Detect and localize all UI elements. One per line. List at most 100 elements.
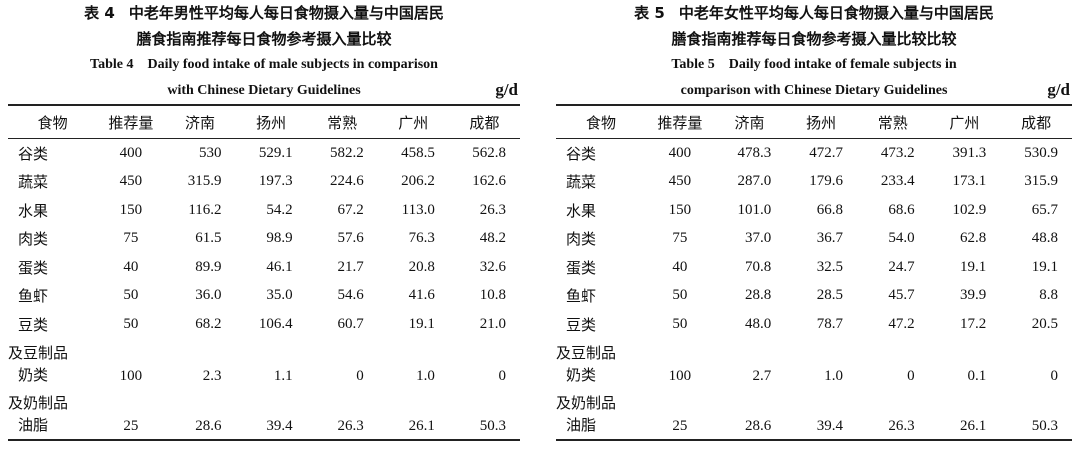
header-cell: 扬州: [256, 113, 287, 132]
value-cell: 19.1: [960, 258, 987, 275]
value-cell: 65.7: [1031, 201, 1058, 218]
value-cell: 66.8: [816, 201, 843, 218]
recommended-cell: 50: [672, 287, 688, 304]
food-label: 水果: [18, 201, 49, 220]
value-cell: 26.1: [408, 417, 435, 434]
value-cell: 28.8: [745, 287, 772, 304]
header-cell: 常熟: [327, 113, 358, 132]
recommended-cell: 75: [672, 230, 688, 247]
table-5-body: 谷类 400 478.3 472.7 473.2 391.3 530.9 蔬菜 450 287.0…: [556, 139, 1072, 440]
table-4: 食物 推荐量 济南 扬州 常熟 广州 成都 谷类 400 530 529.1 582.2…: [8, 104, 520, 441]
table-5-title-cn-line2: 膳食指南推荐每日食物参考摄入量比较比较: [671, 30, 957, 48]
value-cell: 106.4: [258, 315, 293, 332]
food-label: 奶类: [18, 365, 49, 384]
value-cell: 391.3: [952, 144, 987, 161]
table-header-row: 食物 推荐量 济南 扬州 常熟 广州 成都: [556, 105, 1072, 139]
table-5-unit: g/d: [1047, 80, 1070, 99]
value-cell: 2.7: [752, 367, 772, 384]
value-cell: 21.0: [479, 315, 506, 332]
header-cell: 食物: [37, 113, 68, 132]
food-cell: 肉类: [556, 225, 646, 254]
recommended-cell: 25: [123, 417, 139, 434]
value-cell: 26.3: [888, 417, 915, 434]
table-4-title-cn-line2: 膳食指南推荐每日食物参考摄入量比较: [136, 30, 392, 48]
food-label: 油脂: [18, 415, 49, 434]
value-cell: 60.7: [337, 315, 364, 332]
header-cell: 济南: [734, 113, 765, 132]
value-cell: 173.1: [952, 173, 987, 190]
food-cell: 谷类: [556, 139, 646, 168]
table-row: 豆类 50 48.0 78.7 47.2 17.2 20.5: [556, 310, 1072, 339]
recommended-cell: 400: [668, 144, 692, 161]
food-cell: 及奶制品油脂: [8, 389, 97, 440]
value-cell: 315.9: [187, 173, 222, 190]
header-cell: 推荐量: [108, 113, 154, 132]
table-row: 蔬菜 450 287.0 179.6 233.4 173.1 315.9: [556, 168, 1072, 197]
value-cell: 19.1: [1031, 258, 1058, 275]
value-cell: 26.1: [960, 417, 987, 434]
header-cell: 成都: [1021, 113, 1052, 132]
value-cell: 26.3: [337, 417, 364, 434]
recommended-cell: 50: [672, 315, 688, 332]
food-label: 鱼虾: [566, 287, 597, 306]
value-cell: 529.1: [258, 144, 293, 161]
recommended-cell: 40: [123, 258, 139, 275]
value-cell: 36.0: [195, 287, 222, 304]
recommended-cell: 40: [672, 258, 688, 275]
value-cell: 24.7: [888, 258, 915, 275]
table-5-title-en-line2: comparison with Chinese Dietary Guidelin…: [680, 83, 948, 98]
recommended-cell: 150: [119, 201, 143, 218]
value-cell: 1.1: [273, 367, 293, 384]
table-row: 肉类 75 61.5 98.9 57.6 76.3 48.2: [8, 225, 520, 254]
table-5-title-en-line1: Table 5 Daily food intake of female subje…: [671, 57, 957, 72]
food-continuation: 及豆制品: [556, 343, 617, 362]
table-row: 鱼虾 50 28.8 28.5 45.7 39.9 8.8: [556, 282, 1072, 311]
value-cell: 315.9: [1024, 173, 1058, 190]
recommended-cell: 75: [123, 230, 139, 247]
value-cell: 37.0: [745, 230, 772, 247]
value-cell: 1.0: [824, 367, 843, 384]
table-row: 水果 150 101.0 66.8 68.6 102.9 65.7: [556, 196, 1072, 225]
recommended-cell: 25: [672, 417, 688, 434]
food-cell: 豆类: [556, 310, 646, 339]
value-cell: 224.6: [329, 173, 364, 190]
food-cell: 肉类: [8, 225, 97, 254]
value-cell: 68.6: [888, 201, 915, 218]
value-cell: 530: [199, 144, 222, 161]
table-row: 及豆制品 奶类 100 2.7 1.0 0 0.1 0: [556, 339, 1072, 389]
value-cell: 19.1: [408, 315, 435, 332]
value-cell: 50.3: [1031, 417, 1058, 434]
food-label: 蛋类: [566, 258, 597, 277]
header-cell: 济南: [184, 113, 215, 132]
value-cell: 0: [907, 367, 915, 384]
value-cell: 1.0: [416, 367, 435, 384]
value-cell: 113.0: [401, 201, 435, 218]
value-cell: 582.2: [329, 144, 364, 161]
table-row: 及奶制品 油脂 25 28.6 39.4 26.3 26.1 50.3: [556, 389, 1072, 440]
value-cell: 102.9: [952, 201, 987, 218]
value-cell: 562.8: [472, 144, 506, 161]
food-label: 豆类: [566, 315, 597, 334]
value-cell: 206.2: [401, 173, 435, 190]
food-label: 肉类: [18, 230, 49, 249]
value-cell: 32.5: [816, 258, 843, 275]
value-cell: 45.7: [888, 287, 915, 304]
value-cell: 10.8: [479, 287, 506, 304]
food-cell: 鱼虾: [8, 282, 97, 311]
food-continuation: 及奶制品: [8, 393, 69, 412]
value-cell: 47.2: [888, 315, 915, 332]
food-label: 肉类: [566, 230, 597, 249]
recommended-cell: 150: [668, 201, 692, 218]
food-cell: 及豆制品 奶类: [8, 339, 97, 389]
food-label: 蔬菜: [18, 173, 49, 192]
value-cell: 67.2: [337, 201, 364, 218]
value-cell: 0.1: [967, 367, 987, 384]
value-cell: 0: [356, 367, 364, 384]
value-cell: 39.9: [960, 287, 987, 304]
value-cell: 61.5: [195, 230, 222, 247]
food-cell: 豆类: [8, 310, 97, 339]
value-cell: 54.2: [266, 201, 293, 218]
recommended-cell: 100: [668, 367, 692, 384]
food-label: 水果: [566, 201, 597, 220]
value-cell: 101.0: [737, 201, 772, 218]
